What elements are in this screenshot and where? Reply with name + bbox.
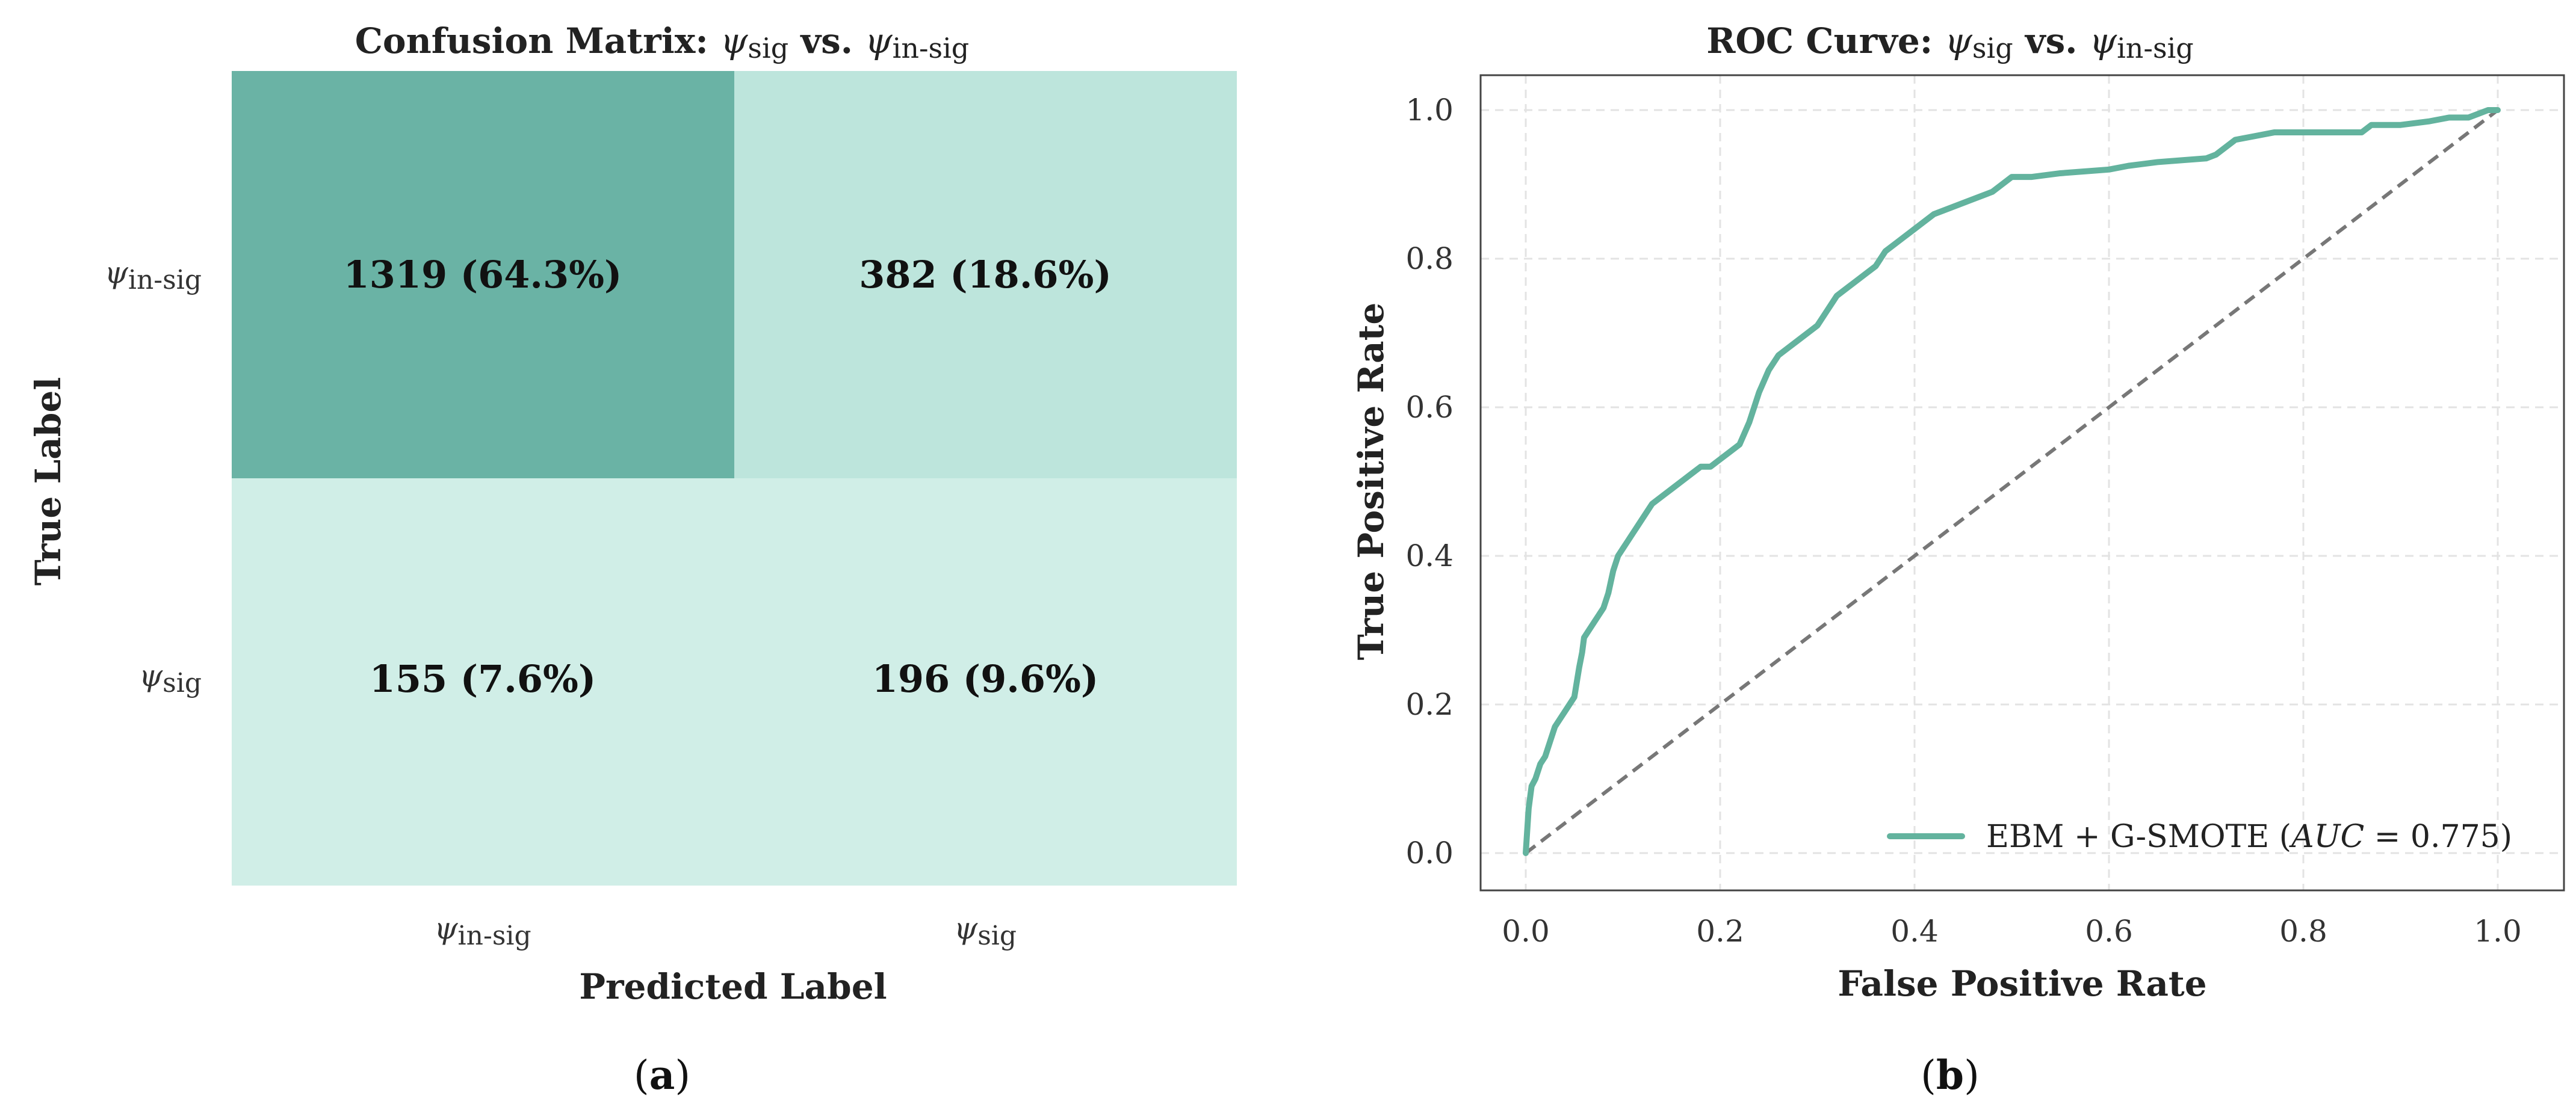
roc-title: ROC Curve: ψsig vs. ψin-sig (1706, 20, 2194, 64)
cm-cell-label: 155 (7.6%) (370, 657, 596, 701)
cm-col-label: ψin-sig (434, 911, 531, 951)
cm-cell-true-insig-pred-insig (232, 71, 734, 478)
roc-y-tick-label: 0.6 (1405, 390, 1454, 425)
cm-row-label: ψin-sig (105, 255, 202, 295)
roc-y-tick-label: 0.4 (1405, 538, 1454, 573)
panel-label-a: (a) (634, 1052, 690, 1099)
cm-cell-true-insig-pred-sig (734, 71, 1237, 478)
cm-col-label: ψsig (954, 911, 1017, 951)
cm-y-axis-label: True Label (28, 377, 69, 586)
roc-curve-line (1523, 107, 2501, 856)
cm-cell-true-sig-pred-insig (232, 478, 734, 886)
roc-gridlines (1481, 75, 2564, 890)
roc-y-tick-label: 0.2 (1405, 687, 1454, 722)
cm-x-axis-label: Predicted Label (579, 966, 887, 1007)
roc-y-tick-label: 1.0 (1405, 93, 1454, 128)
roc-x-axis-label: False Positive Rate (1838, 963, 2206, 1004)
roc-x-tick-label: 0.2 (1696, 914, 1744, 949)
roc-x-tick-label: 0.0 (1502, 914, 1550, 949)
cm-title: Confusion Matrix: ψsig vs. ψin-sig (355, 20, 970, 64)
roc-y-tick-label: 0.0 (1405, 836, 1454, 871)
roc-plot-frame (1479, 74, 2565, 892)
roc-y-tick-label: 0.8 (1405, 241, 1454, 276)
cm-row-label: ψsig (139, 658, 202, 698)
roc-chance-diagonal (1525, 108, 2499, 855)
roc-x-tick-label: 0.6 (2085, 914, 2133, 949)
roc-tick-labels: 0.0 0.2 0.4 0.6 0.8 1.0 0.0 0.2 0.4 0.6 0.8 1.0 (1405, 93, 2521, 949)
roc-legend-label: EBM + G-SMOTE (AUC = 0.775) (1986, 819, 2512, 855)
cm-cell-label: 196 (9.6%) (872, 657, 1098, 701)
roc-legend: EBM + G-SMOTE (AUC = 0.775) (1887, 819, 2512, 855)
panel-label-b: (b) (1921, 1052, 1980, 1099)
roc-x-tick-label: 0.8 (2279, 914, 2327, 949)
roc-series (1523, 107, 2501, 856)
cm-cell-label: 382 (18.6%) (859, 253, 1112, 297)
roc-y-axis-label: True Positive Rate (1351, 303, 1392, 661)
confusion-matrix-panel: Confusion Matrix: ψsig vs. ψin-sig 1319 … (28, 20, 1237, 1099)
cm-cell-label: 1319 (64.3%) (344, 253, 622, 297)
roc-x-tick-label: 1.0 (2474, 914, 2522, 949)
roc-panel: ROC Curve: ψsig vs. ψin-sig 0.0 0.2 0.4 0.6… (1351, 20, 2565, 1099)
cm-cell-true-sig-pred-sig (734, 478, 1237, 886)
roc-x-tick-label: 0.4 (1890, 914, 1939, 949)
